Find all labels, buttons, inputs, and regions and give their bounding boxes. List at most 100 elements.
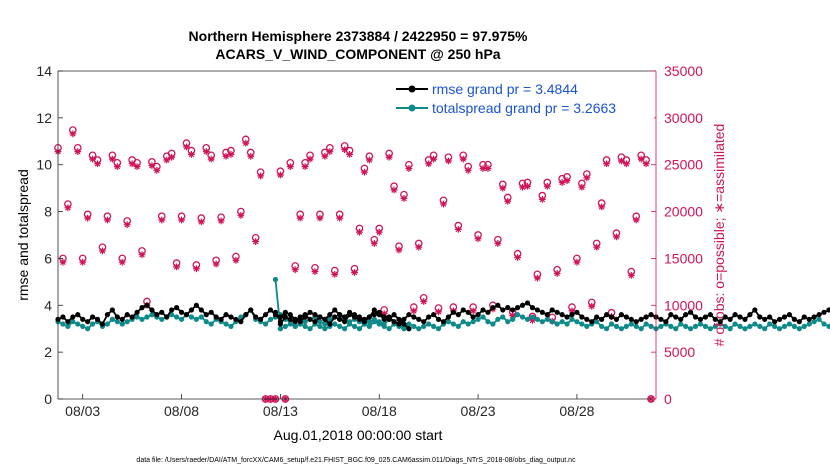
rmse-point (406, 326, 412, 332)
obs-assimilated-point (593, 243, 601, 251)
obs-assimilated-point (375, 228, 383, 236)
totalspread-point (109, 316, 115, 322)
rmse-point (702, 314, 709, 320)
obs-assimilated-point (558, 179, 566, 186)
rmse-point (129, 314, 135, 320)
obs-assimilated-point (301, 163, 309, 170)
totalspread-point (411, 323, 417, 329)
obs-assimilated-point (430, 155, 438, 163)
obs-assimilated-point (514, 254, 522, 261)
rmse-point (416, 316, 422, 322)
rmse-point (668, 312, 674, 318)
obs-assimilated-point (64, 204, 72, 212)
obs-assimilated-point (573, 258, 581, 266)
plot-area (58, 71, 656, 399)
totalspread-point (574, 319, 580, 325)
rmse-point (381, 316, 387, 322)
totalspread-point (475, 316, 481, 322)
rmse-point (608, 314, 615, 320)
totalspread-point (490, 321, 496, 327)
obs-assimilated-point (583, 174, 591, 182)
totalspread-point (139, 316, 145, 322)
rmse-point (109, 307, 115, 313)
rmse-point (648, 312, 654, 318)
totalspread-point (470, 319, 476, 325)
y-left-tick-label: 10 (36, 157, 52, 173)
obs-assimilated-point (316, 214, 324, 222)
totalspread-point (727, 326, 733, 332)
totalspread-point (806, 321, 812, 327)
totalspread-point (569, 316, 575, 322)
obs-assimilated-point (247, 152, 255, 160)
totalspread-point (208, 321, 214, 327)
chart-title-line1: Northern Hemisphere 2373884 / 2422950 = … (189, 28, 528, 44)
legend-spread-marker (408, 104, 416, 112)
rmse-point (307, 316, 313, 322)
totalspread-point (628, 321, 634, 327)
obs-assimilated-point (163, 156, 171, 164)
totalspread-point (60, 321, 66, 327)
rmse-point (712, 316, 718, 322)
y-left-tick-label: 12 (36, 110, 52, 126)
rmse-point (317, 314, 323, 320)
rmse-point (613, 316, 620, 322)
totalspread-point (416, 326, 422, 332)
rmse-point (124, 312, 130, 318)
obs-assimilated-point (252, 238, 260, 245)
rmse-point (529, 305, 536, 311)
totalspread-point (485, 319, 491, 325)
totalspread-point (633, 323, 639, 329)
totalspread-point (668, 323, 674, 329)
obs-assimilated-point (405, 165, 413, 172)
rmse-point (391, 312, 397, 318)
rmse-point (786, 312, 793, 318)
totalspread-point (515, 312, 521, 318)
obs-assimilated-point (415, 243, 423, 251)
obs-assimilated-point (89, 155, 96, 163)
rmse-point (114, 314, 120, 320)
totalspread-point (228, 323, 234, 329)
totalspread-point (544, 316, 550, 322)
totalspread-point (302, 319, 308, 325)
totalspread-point (608, 321, 615, 327)
totalspread-point (658, 323, 664, 329)
obs-assimilated-point (331, 270, 339, 278)
rmse-point (539, 309, 545, 315)
rmse-point (134, 309, 140, 315)
obs-assimilated-point (578, 183, 586, 191)
rmse-point (262, 312, 269, 318)
totalspread-point (188, 314, 195, 320)
rmse-point (198, 307, 204, 313)
rmse-point (396, 316, 402, 322)
rmse-point (208, 309, 214, 315)
totalspread-point (351, 323, 358, 329)
obs-assimilated-point (257, 172, 265, 180)
rmse-point (559, 312, 565, 318)
rmse-point (292, 319, 298, 325)
rmse-point (579, 314, 585, 320)
totalspread-point (722, 323, 728, 329)
obs-assimilated-point (627, 271, 635, 279)
rmse-point (757, 314, 763, 320)
obs-assimilated-point (346, 151, 353, 158)
rmse-point (80, 316, 86, 322)
rmse-point (806, 316, 812, 322)
rmse-point (584, 316, 590, 322)
rmse-point (544, 312, 550, 318)
rmse-point (361, 319, 368, 325)
rmse-point (618, 312, 625, 318)
rmse-point (707, 312, 713, 318)
rmse-point (342, 319, 348, 325)
totalspread-point (75, 321, 81, 327)
obs-assimilated-point (370, 240, 378, 247)
totalspread-point (603, 326, 610, 332)
totalspread-point (406, 321, 412, 327)
totalspread-point (791, 323, 797, 329)
totalspread-point (65, 323, 71, 329)
rmse-point (524, 300, 531, 306)
rmse-point (435, 316, 442, 322)
obs-assimilated-point (632, 216, 640, 224)
obs-assimilated-point (445, 157, 452, 165)
legend-box (390, 73, 654, 119)
rmse-point (99, 321, 106, 327)
